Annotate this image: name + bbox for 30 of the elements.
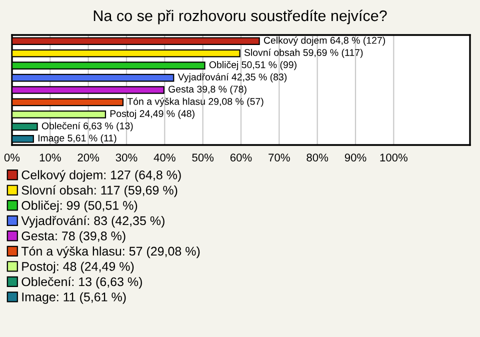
data-label: Tón a výška hlasu 29,08 % (57) [127, 98, 264, 107]
x-tick-label: 40% [154, 154, 176, 162]
data-label: Vyjadřování 42,35 % (83) [178, 73, 287, 82]
x-tick-label: 60% [230, 154, 252, 162]
legend-label: Postoj: 48 (24,49 %) [22, 262, 134, 274]
legend-label: Obličej: 99 (50,51 %) [22, 200, 138, 212]
legend-label: Image: 11 (5,61 %) [22, 292, 126, 304]
legend-label: Gesta: 78 (39,8 %) [22, 231, 126, 243]
x-tick-label: 50% [192, 154, 214, 162]
chart-title: Na co se při rozhovoru soustředíte nejvíce? [94, 10, 387, 24]
x-tick-label: 90% [344, 154, 366, 162]
x-tick-label: 0% [4, 154, 20, 162]
data-label: Celkový dojem 64,8 % (127) [264, 36, 386, 46]
data-label: Obličej 50,51 % (99) [209, 61, 296, 70]
data-label: Image 5,61 % (11) [38, 134, 116, 144]
x-tick-label: 70% [268, 154, 290, 162]
x-tick-label: 10% [40, 154, 61, 162]
x-tick-label: 30% [116, 154, 138, 162]
legend-label: Celkový dojem: 127 (64,8 %) [22, 170, 181, 182]
data-label: Slovní obsah 59,69 % (117) [244, 48, 363, 58]
x-tick-label: 100% [380, 154, 408, 162]
data-label: Gesta 39,8 % (78) [168, 85, 246, 95]
legend-label: Tón a výška hlasu: 57 (29,08 %) [21, 246, 200, 258]
x-tick-label: 20% [78, 154, 100, 162]
data-label: Oblečení 6,63 % (13) [42, 122, 133, 132]
data-label: Postoj 24,49 % (48) [110, 110, 194, 119]
x-tick-label: 80% [306, 154, 328, 162]
legend-label: Vyjadřování: 83 (42,35 %) [21, 216, 164, 228]
legend-label: Oblečení: 13 (6,63 %) [22, 276, 142, 289]
legend-label: Slovní obsah: 117 (59,69 %) [22, 185, 178, 198]
